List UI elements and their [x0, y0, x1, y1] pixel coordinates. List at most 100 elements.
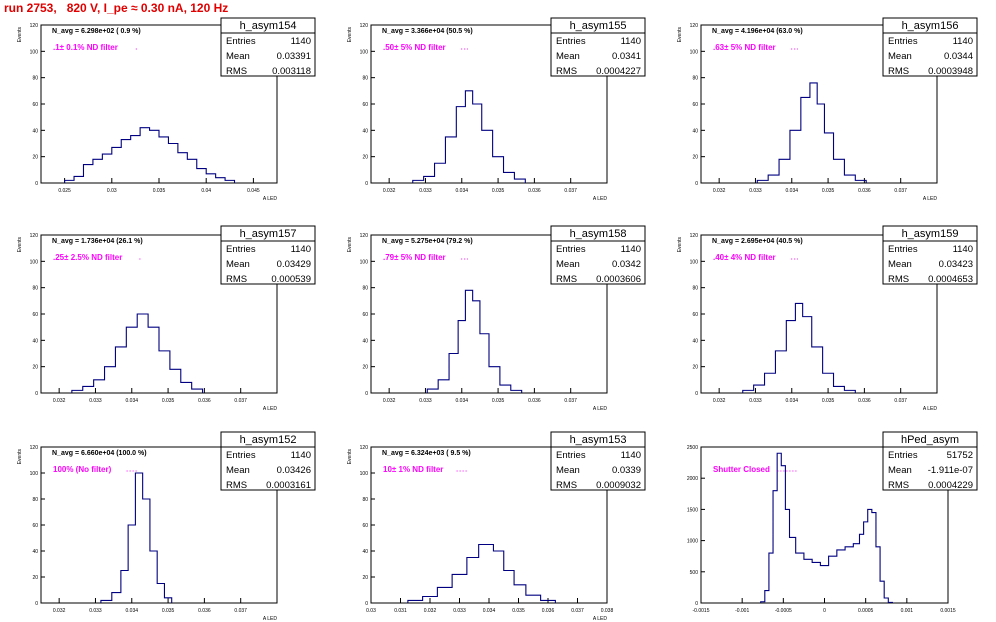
- filter-annotation: .25± 2.5% ND filter: [53, 253, 122, 262]
- y-tick-label: 100: [690, 259, 699, 265]
- x-tick-label: 0.032: [713, 398, 726, 404]
- y-axis-title: Events: [677, 237, 683, 253]
- y-tick-label: 0: [35, 391, 38, 397]
- y-tick-label: 120: [360, 23, 369, 29]
- x-tick-label: 0.036: [858, 398, 871, 404]
- stats-label: Entries: [556, 450, 586, 461]
- y-axis-title: Events: [17, 27, 23, 43]
- stats-value: 0.0344: [944, 51, 973, 62]
- y-tick-label: 80: [692, 286, 698, 292]
- y-tick-label: 120: [360, 233, 369, 239]
- histogram-series: [756, 82, 867, 183]
- y-tick-label: 80: [32, 76, 38, 82]
- x-tick-label: -0.001: [735, 608, 749, 614]
- stats-title: h_asym154: [240, 20, 297, 32]
- y-tick-label: 120: [30, 445, 39, 451]
- x-tick-label: -0.0015: [693, 608, 710, 614]
- filter-annotation: 10± 1% ND filter: [383, 465, 443, 474]
- y-axis-title: Events: [17, 449, 23, 465]
- y-tick-label: 20: [362, 155, 368, 161]
- stats-title: h_asym156: [902, 20, 959, 32]
- x-tick-label: 0.033: [419, 398, 432, 404]
- y-tick-label: 60: [32, 102, 38, 108]
- y-tick-label: 0: [365, 601, 368, 607]
- x-tick-label: 0.032: [424, 608, 437, 614]
- y-tick-label: 40: [32, 338, 38, 344]
- stats-value: 0.03429: [277, 259, 311, 270]
- y-tick-label: 20: [362, 365, 368, 371]
- x-tick-label: 0.033: [89, 608, 102, 614]
- filter-annotation: .1± 0.1% ND filter: [53, 43, 118, 52]
- histogram-series: [71, 313, 204, 393]
- navg-label: N_avg = 3.366e+04 (50.5 %): [382, 28, 473, 35]
- x-tick-label: 0.034: [126, 398, 139, 404]
- y-tick-label: 0: [695, 181, 698, 187]
- y-axis-title: Events: [677, 27, 683, 43]
- y-tick-label: 1500: [687, 507, 698, 513]
- histogram-series: [412, 90, 526, 183]
- histogram-panel-hPed_asym: 0 500 1000 1500 2000 2500 -0.0015 -0.001 -0.0005…: [687, 431, 978, 614]
- y-tick-label: 40: [32, 549, 38, 555]
- x-tick-label: 0.034: [483, 608, 496, 614]
- x-axis-title: A LED: [923, 196, 938, 202]
- stats-label: Entries: [226, 36, 256, 47]
- y-tick-label: 20: [692, 365, 698, 371]
- stats-value: 0.0003948: [928, 66, 973, 77]
- stats-box: [220, 225, 316, 285]
- x-tick-label: 0.033: [419, 188, 432, 194]
- stats-label: RMS: [556, 274, 577, 285]
- x-tick-label: 0.037: [894, 398, 907, 404]
- stats-title: h_asym157: [240, 228, 297, 240]
- y-tick-label: 40: [692, 128, 698, 134]
- stats-title: h_asym153: [570, 434, 627, 446]
- stats-value: 1140: [291, 450, 311, 461]
- x-tick-label: 0.04: [201, 188, 211, 194]
- x-tick-label: 0.037: [564, 398, 577, 404]
- x-tick-label: 0.036: [528, 398, 541, 404]
- y-tick-label: 120: [30, 23, 39, 29]
- x-tick-label: 0.035: [492, 398, 505, 404]
- stats-value: 0.0342: [612, 259, 641, 270]
- y-tick-label: 60: [692, 102, 698, 108]
- histogram-panel-h_asym159: 0 20 40 60 80 100 120 0.032 0.033 0.034 0.035 0.036…: [677, 225, 978, 412]
- stats-label: Mean: [556, 465, 580, 476]
- y-tick-label: 80: [362, 76, 368, 82]
- x-tick-label: 0.032: [713, 188, 726, 194]
- stats-title: h_asym152: [240, 434, 297, 446]
- y-tick-label: 40: [362, 128, 368, 134]
- y-axis-title: Events: [347, 449, 353, 465]
- x-tick-label: 0.033: [749, 188, 762, 194]
- stats-value: 1140: [621, 36, 641, 47]
- stats-label: Entries: [226, 450, 256, 461]
- x-tick-label: 0.025: [58, 188, 71, 194]
- stats-label: Mean: [888, 51, 912, 62]
- y-tick-label: 60: [362, 102, 368, 108]
- stats-value: 1140: [291, 244, 311, 255]
- navg-label: N_avg = 4.196e+04 (63.0 %): [712, 28, 803, 35]
- stats-label: Entries: [226, 244, 256, 255]
- x-axis-title: A LED: [263, 196, 278, 202]
- x-tick-label: 0.035: [822, 188, 835, 194]
- x-tick-label: 0.032: [53, 608, 66, 614]
- histogram-panel-h_asym155: 0 20 40 60 80 100 120 0.032 0.033 0.034 0.035 0.036…: [347, 17, 646, 202]
- stats-label: RMS: [888, 66, 909, 77]
- y-tick-label: 80: [692, 76, 698, 82]
- y-tick-label: 80: [32, 497, 38, 503]
- y-tick-label: 120: [360, 445, 369, 451]
- stats-value: 0.03391: [277, 51, 311, 62]
- stats-value: -1.911e-07: [928, 465, 973, 476]
- y-tick-label: 120: [690, 233, 699, 239]
- stats-box: [550, 431, 646, 491]
- x-tick-label: 0.0015: [940, 608, 956, 614]
- y-tick-label: 20: [32, 575, 38, 581]
- y-tick-label: 500: [690, 570, 699, 576]
- x-tick-label: 0.037: [234, 398, 247, 404]
- stats-value: 0.0003161: [266, 480, 311, 491]
- x-tick-label: 0.032: [383, 398, 396, 404]
- x-axis-title: A LED: [923, 406, 938, 412]
- y-tick-label: 0: [695, 391, 698, 397]
- y-tick-label: 20: [32, 155, 38, 161]
- histogram-panel-h_asym154: 0 20 40 60 80 100 120 0.025 0.03 0.035 0.04 0.045 Ev…: [17, 17, 316, 202]
- filter-annotation: .79± 5% ND filter: [383, 253, 446, 262]
